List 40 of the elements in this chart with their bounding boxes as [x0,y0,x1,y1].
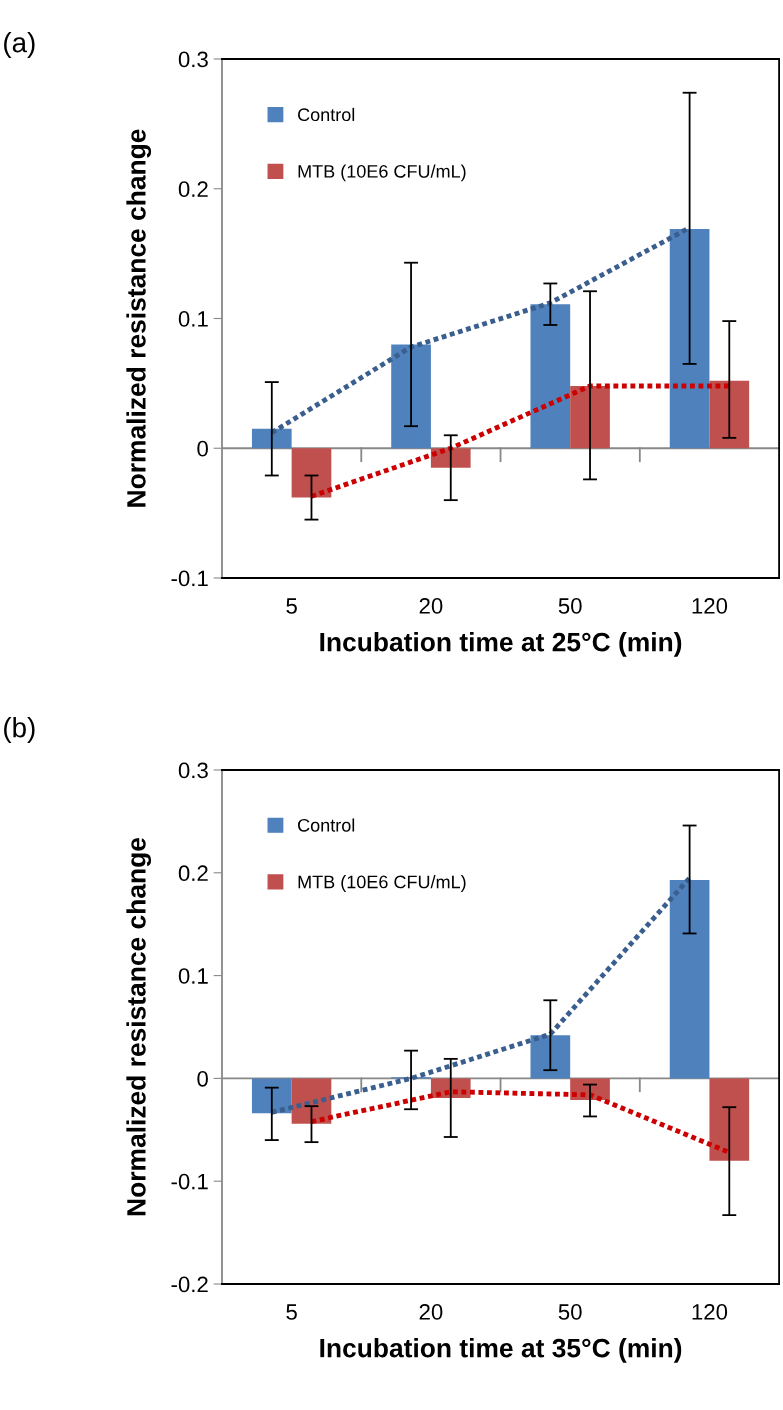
chart-title: (a) [4,32,35,58]
y-tick-label: 0.3 [178,51,208,68]
x-tick-label: 120 [692,1304,728,1320]
bar [709,1078,750,1161]
x-axis-title: Incubation time at 35°C (min) [320,1338,682,1363]
bar [530,1035,571,1079]
chart-title: (b) [4,717,35,743]
y-tick-label: 0.1 [178,968,208,984]
legend-label: MTB (10E6 CFU/mL) [298,164,466,182]
y-axis-title: Normalized resistance change [126,129,152,507]
x-tick-label: 5 [286,598,297,614]
y-tick-label: 0 [197,440,208,457]
x-tick-label: 5 [286,1304,297,1320]
y-tick-label: 0.2 [178,181,208,198]
legend-label: MTB (10E6 CFU/mL) [298,875,466,892]
bar [251,1078,292,1114]
x-tick-label: 20 [419,598,443,614]
y-tick-label: -0.2 [171,1276,208,1293]
legend-label: Control [298,818,355,832]
y-tick-label: -0.1 [171,570,208,587]
legend-label: Control [298,107,355,122]
x-tick-label: 20 [419,1304,443,1320]
y-tick-label: -0.1 [171,1173,208,1190]
bar [391,344,431,449]
x-tick-label: 120 [692,598,728,614]
bar [570,385,610,449]
y-tick-label: 0.2 [178,865,208,882]
x-tick-label: 50 [558,1304,582,1320]
bar [251,428,292,449]
bar [530,304,571,449]
bar [669,228,710,449]
bar [709,380,750,449]
y-axis-title: Normalized resistance change [126,837,152,1216]
bar [669,880,710,1079]
y-tick-label: 0.3 [178,762,208,779]
bar [291,448,332,498]
y-tick-label: 0 [197,1070,208,1087]
x-axis-title: Incubation time at 25°C (min) [320,632,682,657]
x-tick-label: 50 [558,598,582,614]
y-tick-label: 0.1 [178,311,208,327]
